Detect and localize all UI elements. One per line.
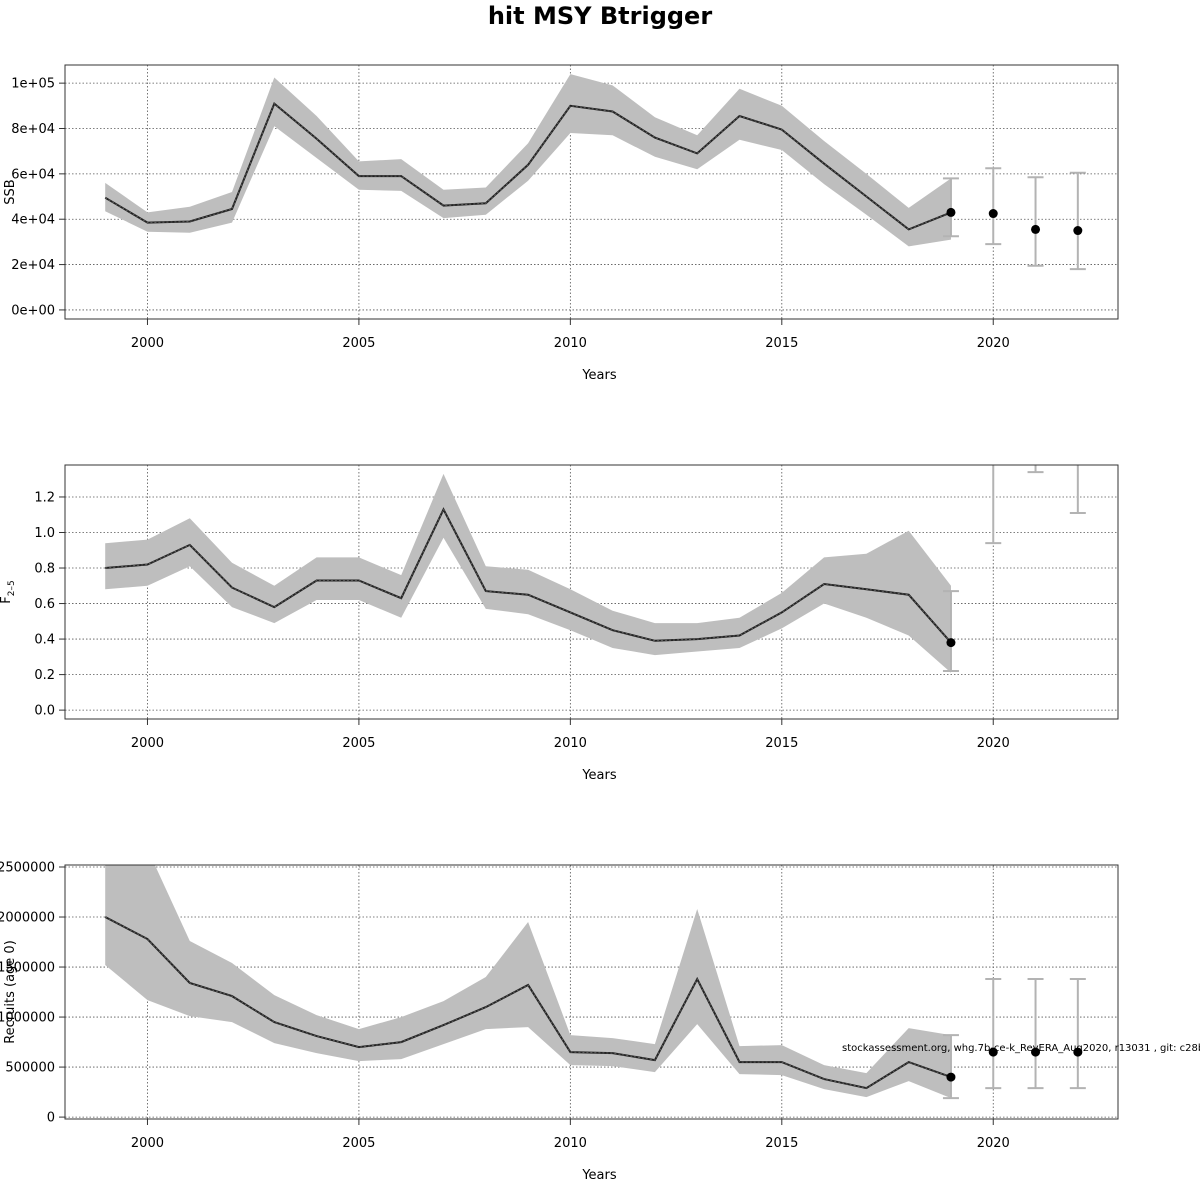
ssb-forecast-point	[946, 207, 956, 217]
ssb-forecast-point	[1031, 224, 1041, 234]
recruits-ytick-label: 1500000	[0, 961, 55, 976]
recruits-ytick-label: 2500000	[0, 861, 55, 876]
recruits-xtick-label: 2005	[342, 1136, 375, 1151]
f-ytick-label: 0.6	[34, 597, 55, 612]
ssb-xtick-label: 2015	[765, 336, 798, 351]
recruits-x-axis-label: Years	[581, 1168, 617, 1183]
recruits-estimate-dash	[105, 916, 952, 1089]
f-xtick-label: 2005	[342, 736, 375, 751]
recruits-plot-area	[65, 865, 1118, 1119]
recruits-frame	[64, 864, 1119, 1120]
ssb-xtick-label: 2020	[977, 336, 1010, 351]
ssb-ytick-label: 2e+04	[11, 258, 55, 273]
f-xtick-label: 2015	[765, 736, 798, 751]
figure-title: hit MSY Btrigger	[488, 2, 713, 30]
ssb-panel: 2000 2005 2010 2015 2020 0e+00 2e+04 4e+04 6e+04…	[3, 64, 1119, 383]
f-xtick-label: 2020	[977, 736, 1010, 751]
ssb-estimate-dash	[104, 102, 952, 230]
f-estimate-dash	[105, 508, 952, 643]
recruits-ytick-label: 0	[47, 1111, 55, 1126]
f-forecast-point	[946, 638, 956, 648]
f-x-axis-label: Years	[581, 768, 617, 783]
ssb-xtick-label: 2010	[554, 336, 587, 351]
f-ytick-label: 1.0	[34, 526, 55, 541]
recruits-panel: 2000 2005 2010 2015 2020 0 500000 1000000 150000…	[0, 861, 1119, 1183]
ssb-forecast-point	[988, 209, 998, 219]
f-y-axis-label-subscript: 2–5	[7, 580, 17, 596]
f-y-axis-label: F2–5	[0, 580, 17, 603]
recruits-ytick-label: 500000	[5, 1061, 55, 1076]
f-xtick-label: 2000	[131, 736, 164, 751]
f-ytick-label: 1.2	[34, 490, 55, 505]
recruits-xtick-label: 2020	[977, 1136, 1010, 1151]
f-frame	[64, 464, 1119, 720]
footnote: stockassessment.org, whg.7b-ce-k_RevERA_…	[842, 1043, 1200, 1054]
f-ytick-label: 0.0	[34, 704, 55, 719]
ssb-ytick-label: 6e+04	[11, 167, 55, 182]
ssb-x-axis-label: Years	[581, 368, 617, 383]
recruits-confidence-band	[105, 865, 951, 1099]
ssb-frame	[64, 64, 1119, 320]
f-plot-area	[65, 465, 1118, 719]
ssb-plot-area	[65, 65, 1118, 319]
recruits-forecast-point	[1031, 1047, 1041, 1057]
recruits-forecast-point	[946, 1072, 956, 1082]
ssb-ytick-label: 8e+04	[11, 122, 55, 137]
ssb-xtick-label: 2005	[342, 336, 375, 351]
ssb-xtick-label: 2000	[131, 336, 164, 351]
f-confidence-band	[105, 473, 951, 673]
ssb-ytick-label: 4e+04	[11, 213, 55, 228]
f-ytick-label: 0.8	[34, 562, 55, 577]
f-ytick-label: 0.2	[34, 668, 55, 683]
recruits-forecast-point	[988, 1047, 998, 1057]
ssb-ytick-label: 1e+05	[11, 77, 55, 92]
ssb-ytick-label: 0e+00	[11, 303, 55, 318]
recruits-xtick-label: 2000	[131, 1136, 164, 1151]
ssb-confidence-band	[105, 74, 951, 247]
recruits-xtick-label: 2015	[765, 1136, 798, 1151]
fishing-mortality-panel: 2000 2005 2010 2015 2020 0.0 0.2 0.4 0.6 0.8 1.0 1.…	[0, 464, 1119, 783]
ssb-y-axis-label: SSB	[3, 179, 18, 204]
recruits-y-axis-label: Recruits (age 0)	[3, 940, 18, 1044]
f-ytick-label: 0.4	[34, 633, 55, 648]
recruits-xtick-label: 2010	[554, 1136, 587, 1151]
recruits-ytick-label: 2000000	[0, 911, 55, 926]
f-xtick-label: 2010	[554, 736, 587, 751]
ssb-forecast-point	[1073, 226, 1083, 236]
recruits-ytick-label: 1000000	[0, 1011, 55, 1026]
recruits-forecast-point	[1073, 1047, 1083, 1057]
